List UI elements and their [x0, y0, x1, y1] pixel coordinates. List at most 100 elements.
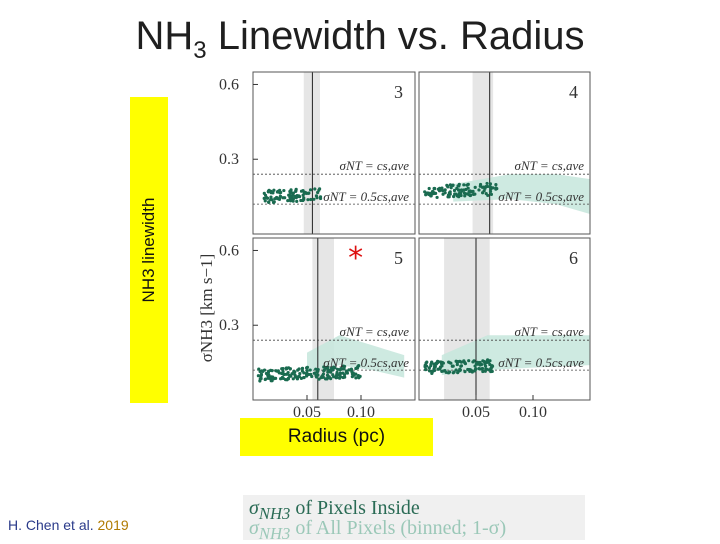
data-point [427, 186, 431, 191]
x-axis-label-highlight [240, 418, 433, 456]
data-point [462, 191, 467, 195]
data-point [441, 189, 445, 193]
data-point [263, 199, 267, 203]
data-point [308, 188, 313, 192]
data-point [452, 194, 456, 199]
data-point [291, 377, 295, 381]
data-point [305, 368, 309, 373]
data-point [289, 374, 293, 378]
data-point [357, 363, 361, 368]
data-point [314, 194, 319, 198]
data-point [455, 186, 459, 191]
data-point [273, 197, 277, 201]
data-point [309, 197, 313, 202]
data-point [325, 377, 329, 381]
annotation-cs-ave: σNT = cs,ave [340, 158, 410, 173]
data-point [432, 365, 437, 369]
data-point [450, 364, 454, 368]
data-point [424, 193, 428, 197]
data-point [286, 370, 290, 375]
data-point [314, 375, 319, 379]
data-point [459, 364, 463, 368]
data-point [448, 361, 452, 365]
data-point [456, 371, 460, 375]
data-point [448, 370, 452, 374]
data-point [341, 375, 345, 380]
data-point [452, 188, 457, 193]
data-point [281, 372, 285, 376]
data-point [313, 187, 317, 191]
data-point [349, 367, 353, 371]
data-point [256, 374, 261, 378]
data-point [427, 366, 431, 370]
data-point [486, 360, 491, 364]
data-point [336, 367, 340, 371]
legend-all-text: of All Pixels (binned; 1-σ) [290, 517, 507, 539]
data-point [295, 199, 299, 204]
data-point [294, 187, 298, 191]
data-point [477, 367, 481, 371]
data-point [480, 185, 485, 189]
legend: σNH3 of Pixels Inside σNH3 of All Pixels… [243, 495, 585, 543]
data-point [494, 186, 498, 190]
data-point [299, 189, 304, 193]
annotation-half-cs-ave: σNT = 0.5cs,ave [323, 189, 409, 204]
data-point [480, 366, 485, 371]
data-point [302, 375, 306, 380]
data-point [275, 369, 279, 373]
data-point [454, 192, 458, 196]
panel-number: 6 [569, 248, 578, 268]
title-subscript: 3 [193, 37, 207, 64]
data-point [275, 190, 280, 194]
data-point [424, 367, 428, 372]
data-point [284, 366, 289, 370]
data-point [427, 369, 432, 373]
data-point [447, 191, 452, 195]
data-point [293, 370, 297, 374]
legend-symbol: σ [249, 517, 259, 539]
panel-number: 5 [394, 248, 403, 268]
data-point [278, 196, 282, 200]
data-point [262, 196, 266, 200]
data-point [312, 371, 316, 375]
data-point [459, 193, 463, 198]
x-tick-label: 0.10 [347, 404, 375, 421]
y-tick-label: 0.3 [219, 151, 239, 168]
data-point [454, 368, 458, 372]
data-point [270, 369, 274, 373]
data-point [481, 369, 485, 374]
data-point [457, 188, 461, 192]
data-point [338, 368, 342, 372]
data-point [451, 371, 455, 375]
data-point [300, 366, 305, 370]
x-tick-label: 0.05 [462, 404, 490, 421]
data-point [306, 198, 310, 202]
annotation-half-cs-ave: σNT = 0.5cs,ave [323, 355, 409, 370]
title-rest: Linewidth vs. Radius [206, 14, 585, 58]
data-point [478, 363, 482, 367]
data-point [433, 191, 438, 196]
data-point [278, 188, 282, 192]
annotation-cs-ave: σNT = cs,ave [515, 158, 585, 173]
legend-inside-text: of Pixels Inside [290, 497, 420, 519]
data-point [485, 181, 489, 186]
data-point [297, 194, 301, 198]
credit-author: H. Chen et al. [8, 517, 94, 533]
data-point [291, 191, 295, 195]
data-point [269, 189, 273, 193]
data-point [431, 369, 435, 373]
data-point [289, 191, 293, 195]
data-point [322, 365, 326, 369]
data-point [286, 199, 290, 203]
data-point [466, 186, 470, 190]
data-point [290, 372, 294, 376]
legend-symbol: σ [249, 497, 259, 519]
panel-number: 4 [569, 82, 578, 102]
data-point [446, 185, 450, 189]
data-point [478, 182, 483, 187]
x-axis-label: Radius (pc) [287, 426, 386, 447]
credit-year: 2019 [97, 517, 129, 533]
data-point [274, 376, 278, 380]
data-point [478, 361, 482, 365]
data-point [494, 183, 498, 187]
